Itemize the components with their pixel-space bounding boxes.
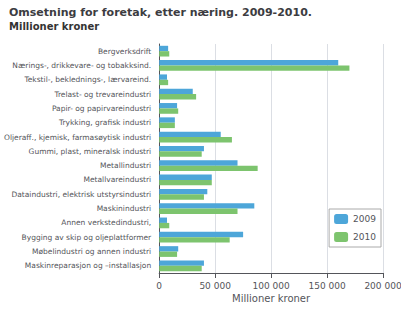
svg-text:Maskinindustri: Maskinindustri <box>97 204 152 213</box>
svg-text:Metallvareindustri: Metallvareindustri <box>83 175 151 184</box>
svg-text:2009: 2009 <box>353 214 376 224</box>
svg-text:Trelast- og trevareindustri: Trelast- og trevareindustri <box>53 90 151 99</box>
svg-text:Maskinreparasjon og –installas: Maskinreparasjon og –installasjon <box>25 261 152 270</box>
svg-text:Bergverksdrift: Bergverksdrift <box>98 47 151 56</box>
svg-text:Dataindustri, elektrisk utstyr: Dataindustri, elektrisk utstyrsindustri <box>11 190 151 199</box>
svg-text:Nærings-, drikkevare- og tobak: Nærings-, drikkevare- og tobakksind. <box>12 61 151 70</box>
svg-text:2010: 2010 <box>353 232 376 242</box>
svg-text:Bygging av skip og oljeplattfo: Bygging av skip og oljeplattformer <box>22 233 153 242</box>
svg-text:50 000: 50 000 <box>199 281 231 291</box>
svg-text:Trykking, grafisk industri: Trykking, grafisk industri <box>58 118 151 127</box>
svg-text:Møbelindustri og annen industr: Møbelindustri og annen industri <box>32 247 151 256</box>
svg-text:200 000: 200 000 <box>364 281 401 291</box>
svg-text:Millioner kroner: Millioner kroner <box>232 293 311 304</box>
svg-text:Annen verkstedindustri,: Annen verkstedindustri, <box>61 218 151 227</box>
svg-text:150 000: 150 000 <box>308 281 345 291</box>
svg-text:Gummi, plast, mineralsk indust: Gummi, plast, mineralsk industri <box>29 147 152 156</box>
svg-text:0: 0 <box>156 281 162 291</box>
svg-text:100 000: 100 000 <box>252 281 289 291</box>
svg-text:Papir- og papirvareindustri: Papir- og papirvareindustri <box>52 104 151 113</box>
svg-text:Tekstil-, beklednings-, lærvar: Tekstil-, beklednings-, lærvareind. <box>23 75 151 84</box>
svg-text:Oljeraff., kjemisk, farmasøyti: Oljeraff., kjemisk, farmasøytisk industr… <box>4 133 151 142</box>
svg-text:Metallindustri: Metallindustri <box>100 161 151 170</box>
svg-text:Omsetning for foretak, etter n: Omsetning for foretak, etter næring. 200… <box>9 6 312 19</box>
svg-text:Millioner kroner: Millioner kroner <box>9 21 99 32</box>
